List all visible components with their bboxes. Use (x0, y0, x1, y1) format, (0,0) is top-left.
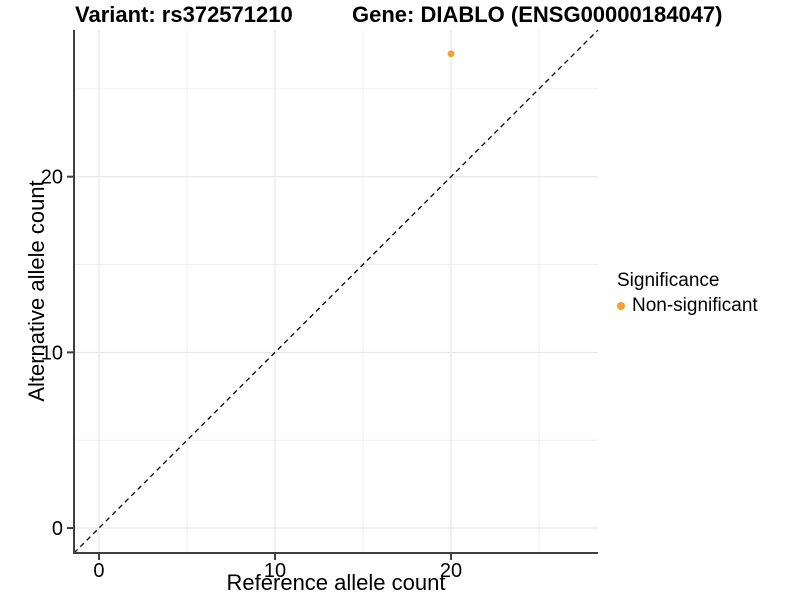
y-axis-title: Alternative allele count (24, 180, 49, 402)
x-tick-label: 0 (93, 560, 104, 582)
legend-entry-non-significant: Non-significant (617, 295, 758, 317)
legend-title: Significance (617, 270, 720, 291)
plot-title-variant: Variant: rs372571210 (75, 2, 293, 27)
x-tick-label: 10 (264, 560, 286, 582)
x-axis-title: Reference allele count (226, 570, 446, 595)
x-tick-label: 20 (440, 560, 462, 582)
y-tick-label: 10 (41, 342, 63, 364)
y-tick-label: 20 (41, 167, 63, 189)
identity-line (73, 29, 599, 554)
legend-key-dot (617, 302, 625, 310)
legend-entry-label: Non-significant (632, 295, 758, 316)
y-tick-label: 0 (52, 518, 63, 540)
plot-title-gene: Gene: DIABLO (ENSG00000184047) (352, 2, 723, 27)
legend: Significance Non-significant (617, 270, 758, 317)
data-point (447, 50, 455, 58)
